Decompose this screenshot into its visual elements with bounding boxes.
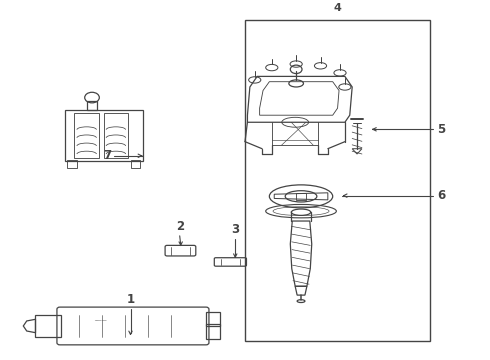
Bar <box>130 160 140 168</box>
Bar <box>74 113 99 158</box>
Bar <box>104 113 128 158</box>
Text: 6: 6 <box>438 189 446 202</box>
Bar <box>206 312 220 326</box>
Bar <box>87 101 97 110</box>
Bar <box>65 110 143 161</box>
Bar <box>296 193 306 200</box>
Text: 4: 4 <box>334 3 342 13</box>
Bar <box>206 324 220 339</box>
Text: 7: 7 <box>103 149 111 162</box>
Text: ━━━━━: ━━━━━ <box>94 319 106 323</box>
Text: 1: 1 <box>126 293 135 306</box>
Text: 3: 3 <box>231 223 239 236</box>
Text: 5: 5 <box>438 123 446 136</box>
Bar <box>35 315 61 337</box>
Text: 2: 2 <box>175 220 184 233</box>
Bar <box>245 20 430 341</box>
Bar <box>67 160 77 168</box>
